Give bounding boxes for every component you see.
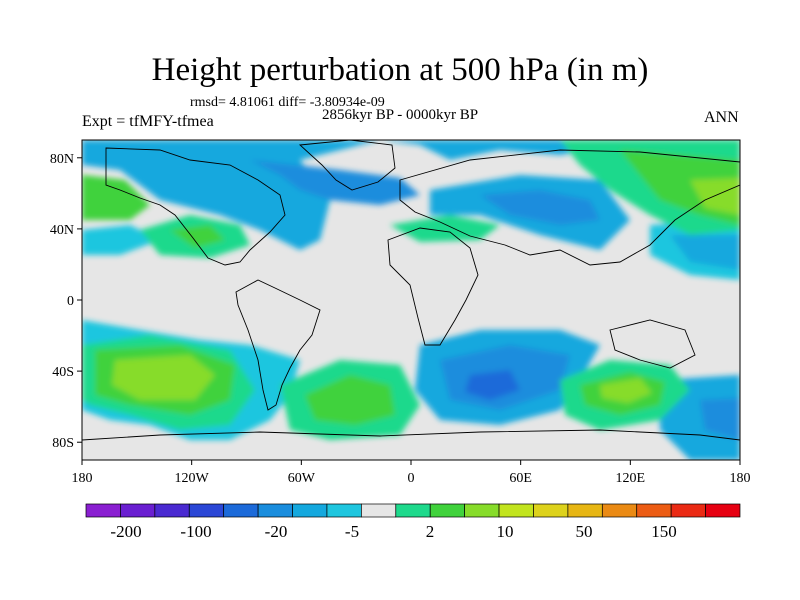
colorbar-swatch — [464, 503, 500, 518]
colorbar-swatch — [567, 503, 603, 518]
season-label: ANN — [704, 109, 739, 126]
y-tick-label: 80N — [50, 152, 74, 167]
y-tick-label: 40S — [52, 365, 74, 380]
colorbar-swatch — [188, 503, 225, 518]
y-tick-label: 0 — [67, 294, 74, 309]
colorbar-label: -200 — [110, 522, 141, 541]
x-tick-label: 60W — [288, 471, 316, 486]
x-tick-label: 180 — [730, 471, 751, 486]
x-tick-label: 120W — [175, 471, 210, 486]
y-tick-label: 80S — [52, 436, 74, 451]
colorbar-swatch — [85, 503, 121, 518]
colorbar-swatch — [705, 503, 741, 518]
colorbar-label: -5 — [345, 522, 359, 541]
experiment-label: Expt = tfMFY-tfmea — [82, 113, 214, 130]
colorbar-label: 2 — [426, 522, 435, 541]
coastlines — [82, 140, 740, 441]
colorbar-swatch — [361, 503, 397, 518]
colorbar-swatch — [498, 503, 534, 518]
colorbar-swatch — [120, 503, 156, 518]
x-tick-label: 0 — [408, 471, 415, 486]
axis-tick-labels: 180 120W 60W 0 60E 120E 180 80N 40N 0 40S 80S — [50, 152, 751, 486]
rmsd-diff-label: rmsd= 4.81061 diff= -3.80934e-09 — [190, 95, 385, 110]
colorbar-swatch — [601, 503, 638, 518]
colorbar-swatch — [292, 503, 328, 518]
colorbar-swatch — [154, 503, 190, 518]
colorbar-swatch — [223, 503, 259, 518]
colorbar-swatch — [670, 503, 706, 518]
time-period-label: 2856kyr BP - 0000kyr BP — [322, 107, 479, 123]
y-tick-label: 40N — [50, 223, 74, 238]
plot-title: Height perturbation at 500 hPa (in m) — [151, 52, 649, 88]
colorbar-swatch — [395, 503, 431, 518]
colorbar-label: 10 — [497, 522, 514, 541]
colorbar-swatch — [429, 503, 465, 518]
colorbar-swatch — [257, 503, 293, 518]
height-perturbation-map — [82, 140, 740, 460]
colorbar: -200 -100 -20 -5 2 10 50 150 — [85, 503, 741, 541]
x-tick-label: 120E — [616, 471, 646, 486]
colorbar-label: -100 — [180, 522, 211, 541]
x-tick-label: 60E — [509, 471, 532, 486]
colorbar-swatch — [533, 503, 569, 518]
colorbar-label: 50 — [576, 522, 593, 541]
colorbar-swatch — [326, 503, 362, 518]
colorbar-label: -20 — [265, 522, 288, 541]
colorbar-swatch — [636, 503, 672, 518]
x-tick-label: 180 — [72, 471, 93, 486]
colorbar-label: 150 — [651, 522, 677, 541]
